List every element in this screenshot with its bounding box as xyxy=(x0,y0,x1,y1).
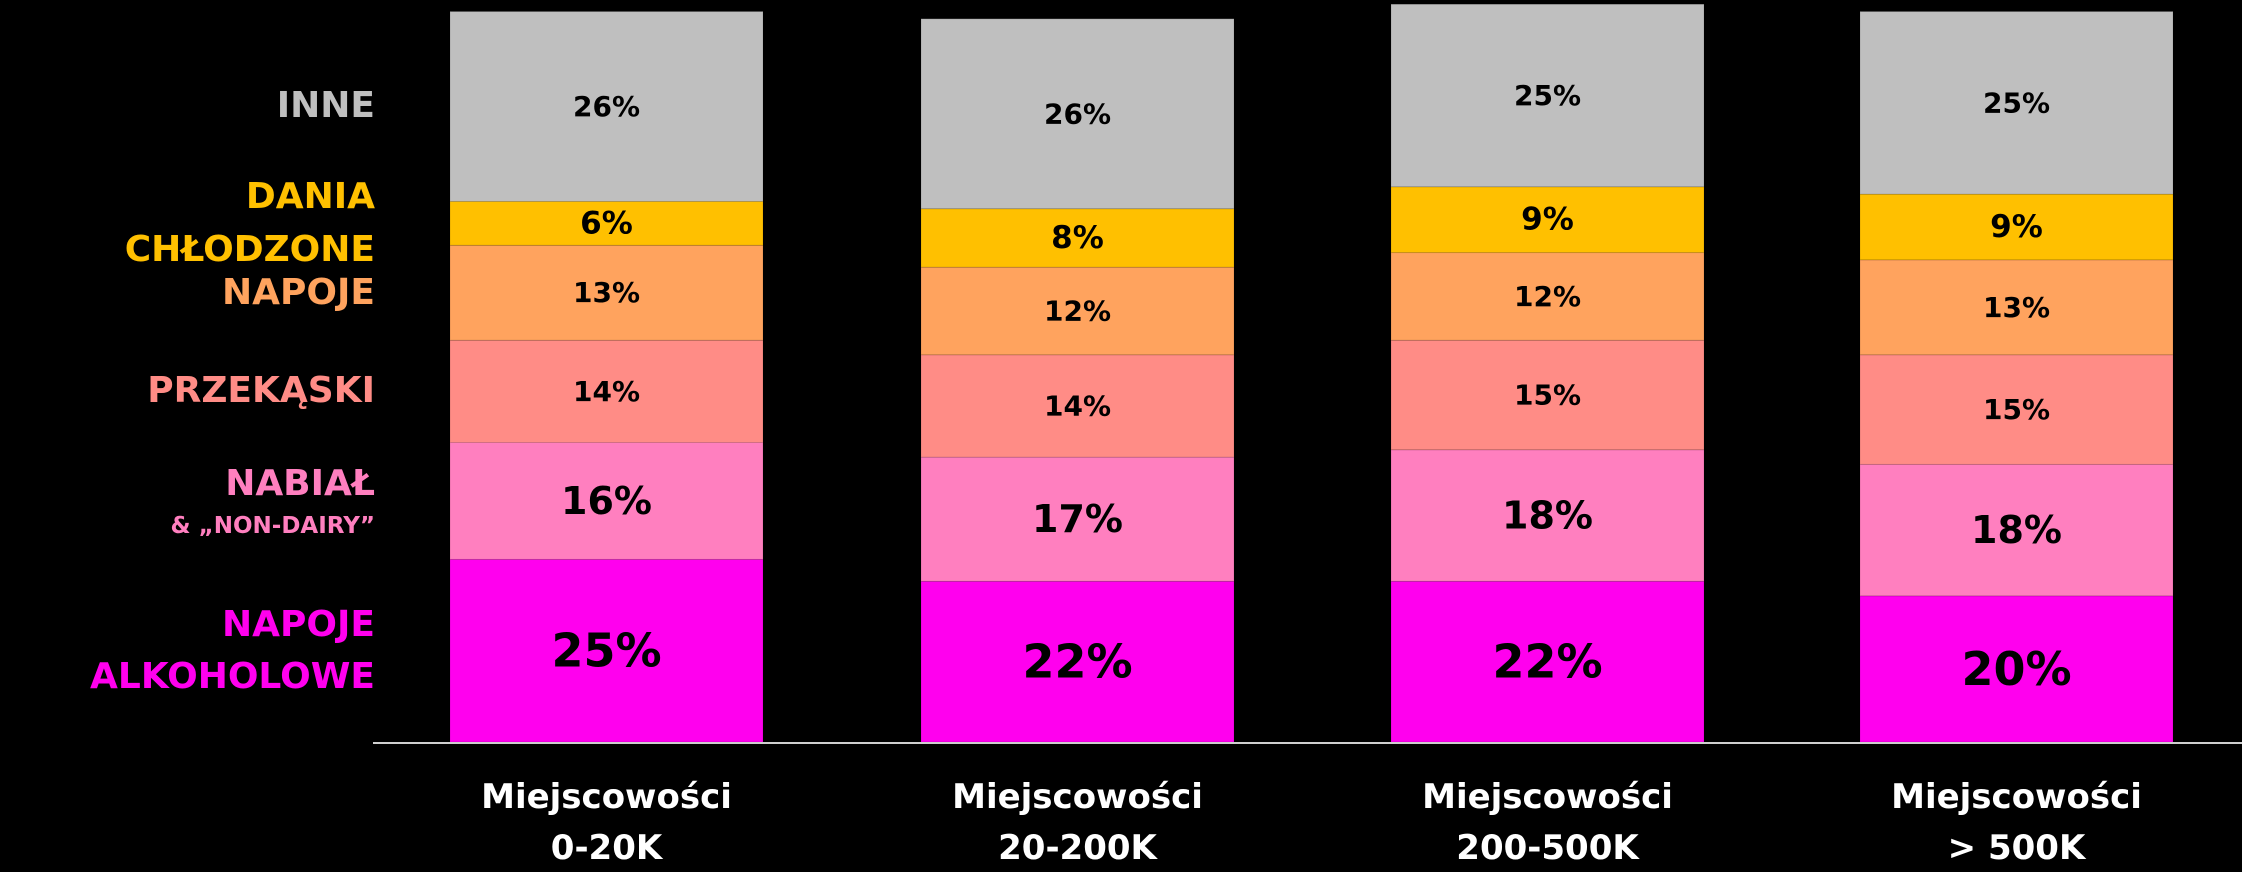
bar-segment xyxy=(1390,449,1705,582)
category-label: Miejscowości 20-200K xyxy=(952,777,1203,868)
value-label: 25% xyxy=(1514,79,1581,112)
legend-label: DANIA CHŁODZONE xyxy=(124,176,375,270)
category-label: Miejscowości > 500K xyxy=(1891,777,2142,868)
bar-segment xyxy=(449,441,764,560)
value-label: 13% xyxy=(1983,291,2050,324)
bar-segment xyxy=(449,11,764,202)
value-label: 9% xyxy=(1521,202,1574,238)
bar-segment xyxy=(1859,11,2174,195)
value-label: 18% xyxy=(1971,508,2062,552)
bar-segment xyxy=(449,200,764,246)
value-label: 12% xyxy=(1044,295,1111,328)
value-label: 25% xyxy=(1983,86,2050,119)
value-label: 13% xyxy=(573,276,640,309)
value-label: 25% xyxy=(551,624,661,678)
bar-segment xyxy=(1390,580,1705,743)
legend-label: INNE xyxy=(276,85,375,127)
value-label: 9% xyxy=(1990,209,2043,245)
value-label: 17% xyxy=(1032,497,1123,541)
value-label: 12% xyxy=(1514,280,1581,313)
value-label: 8% xyxy=(1051,220,1104,256)
bar-segment xyxy=(1390,339,1705,451)
bar-segment xyxy=(920,456,1235,582)
bar-segment xyxy=(1859,259,2174,356)
legend-label: PRZEKĄSKI xyxy=(147,370,375,412)
value-label: 18% xyxy=(1502,494,1593,538)
bar-segment xyxy=(1859,595,2174,743)
value-label: 14% xyxy=(573,375,640,408)
bar-segment xyxy=(449,244,764,341)
value-label: 20% xyxy=(1961,642,2071,696)
bar-segment xyxy=(1390,186,1705,254)
value-label: 26% xyxy=(1044,97,1111,130)
legend-label: NABIAŁ & „NON-DAIRY” xyxy=(170,463,375,540)
value-label: 15% xyxy=(1514,379,1581,412)
bar-segment xyxy=(1390,252,1705,341)
value-label: 22% xyxy=(1022,635,1132,689)
bar-segment xyxy=(920,354,1235,458)
bar-segment xyxy=(449,558,764,743)
bar-segment xyxy=(1390,3,1705,188)
value-label: 26% xyxy=(573,90,640,123)
value-label: 14% xyxy=(1044,389,1111,422)
legend-label: NAPOJE ALKOHOLOWE xyxy=(90,603,375,697)
value-label: 22% xyxy=(1492,635,1602,689)
bar-segment xyxy=(449,339,764,443)
value-label: 16% xyxy=(561,479,652,523)
bar-segment xyxy=(1859,193,2174,261)
value-label: 6% xyxy=(580,205,633,241)
bar-segment xyxy=(1859,463,2174,597)
bar-segment xyxy=(1859,354,2174,465)
legend-label: NAPOJE xyxy=(222,271,375,313)
category-label: Miejscowości 200-500K xyxy=(1422,777,1673,868)
bar-segment xyxy=(920,208,1235,268)
bar-segment xyxy=(920,18,1235,210)
bar-segment xyxy=(920,266,1235,356)
value-label: 15% xyxy=(1983,393,2050,426)
category-label: Miejscowości 0-20K xyxy=(481,777,732,868)
